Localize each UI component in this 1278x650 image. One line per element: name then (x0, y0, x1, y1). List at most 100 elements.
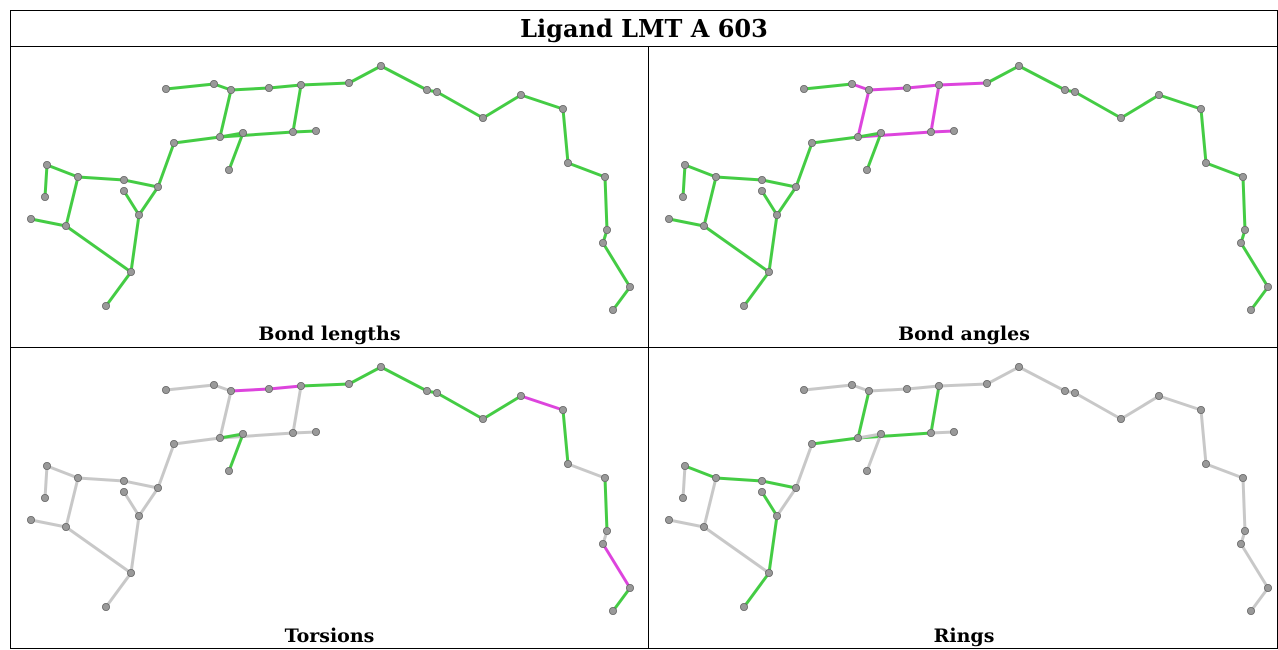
atom (926, 128, 935, 137)
atom (1197, 406, 1206, 415)
atom (982, 380, 991, 389)
panel-rings: Rings (649, 348, 1278, 649)
atom (238, 430, 247, 439)
atom (215, 133, 224, 142)
atom (949, 127, 958, 136)
atom (169, 139, 178, 148)
atom (664, 515, 673, 524)
atom (609, 305, 618, 314)
bond (1073, 391, 1123, 421)
bond (1241, 476, 1247, 533)
bond (45, 464, 80, 480)
atom (432, 88, 441, 97)
atom (120, 476, 129, 485)
atom (681, 161, 690, 170)
atom (169, 440, 178, 449)
atom (799, 85, 808, 94)
bond (227, 131, 245, 172)
atom (62, 221, 71, 230)
bond (1204, 161, 1245, 179)
panel-caption: Torsions (284, 625, 375, 647)
bond (129, 514, 141, 575)
atom (1264, 282, 1273, 291)
molecule-torsions (26, 362, 635, 615)
atom (478, 415, 487, 424)
bond (929, 83, 941, 134)
bond (172, 436, 222, 446)
atom (609, 606, 618, 615)
panel-caption: Rings (933, 625, 995, 647)
molecule-bond-lengths (26, 61, 635, 314)
atom (127, 568, 136, 577)
atom (1060, 86, 1069, 95)
bond (1239, 542, 1270, 590)
bond (767, 213, 779, 274)
bond (104, 270, 133, 308)
bond (164, 82, 216, 91)
bond (802, 383, 854, 392)
atom (288, 429, 297, 438)
bond (519, 394, 565, 412)
atom (949, 428, 958, 437)
bond (435, 90, 485, 120)
bond (794, 141, 814, 189)
bond (1239, 241, 1270, 289)
atom (1202, 159, 1211, 168)
atom (847, 80, 856, 89)
bond (760, 178, 798, 189)
atom (864, 387, 873, 396)
atom (876, 129, 885, 138)
panel-caption: Bond angles (898, 323, 1030, 345)
atom (1014, 362, 1023, 371)
atom (135, 511, 144, 520)
atom (601, 474, 610, 483)
atom (224, 166, 233, 175)
atom (853, 434, 862, 443)
atom (43, 462, 52, 471)
bond (1199, 408, 1208, 466)
atom (599, 238, 608, 247)
atom (1247, 305, 1256, 314)
bond (267, 384, 303, 391)
bond (435, 391, 485, 421)
bond (681, 163, 687, 199)
atom (1197, 105, 1206, 114)
atom (120, 487, 129, 496)
bond (64, 224, 133, 274)
bond (760, 490, 779, 518)
atom (712, 474, 721, 483)
bond (702, 476, 718, 529)
atom (1116, 114, 1125, 123)
bond (156, 442, 176, 490)
bond (681, 464, 687, 500)
bond (985, 365, 1021, 386)
molecule-rings (664, 362, 1273, 615)
atom (153, 182, 162, 191)
atom (876, 430, 885, 439)
bond (172, 135, 222, 145)
atom (43, 161, 52, 170)
atom (344, 380, 353, 389)
atom (799, 386, 808, 395)
bond (929, 384, 941, 435)
bond (229, 387, 271, 393)
bond (43, 163, 49, 199)
bond (856, 389, 871, 440)
bond (867, 387, 909, 393)
atom (1060, 387, 1069, 396)
atom (700, 522, 709, 531)
panel-torsions: Torsions (11, 348, 649, 649)
bond (601, 542, 632, 590)
atom (376, 362, 385, 371)
atom (422, 387, 431, 396)
bond (683, 163, 718, 179)
atom (862, 467, 871, 476)
validation-figure: Ligand LMT A 603 Bond lengths Bond angle… (10, 10, 1278, 649)
bond (1157, 394, 1203, 412)
figure-title: Ligand LMT A 603 (11, 11, 1277, 47)
bond (1119, 394, 1161, 421)
bond (227, 432, 245, 473)
atom (516, 392, 525, 401)
bond (122, 189, 141, 217)
bond (767, 514, 779, 575)
